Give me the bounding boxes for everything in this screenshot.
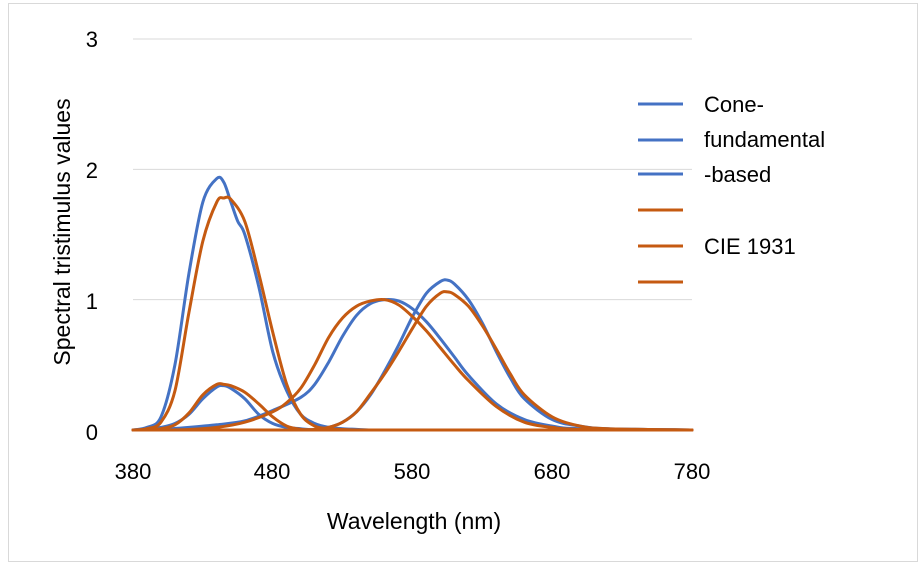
x-tick-label-380: 380 — [115, 459, 152, 484]
y-tick-label-1: 1 — [86, 289, 98, 314]
legend-label-line-3: -based — [704, 162, 771, 187]
x-tick-label-480: 480 — [254, 459, 291, 484]
series-line-cie-1931-5 — [131, 195, 694, 432]
legend: Cone- fundamental -based CIE 1931 — [638, 92, 825, 284]
legend-label-line-5: CIE 1931 — [704, 234, 796, 259]
x-tick-label-780: 780 — [674, 459, 711, 484]
series-layer — [131, 175, 694, 432]
series-line-cie-1931-4 — [131, 382, 694, 432]
x-tick-label-580: 580 — [394, 459, 431, 484]
x-axis-title: Wavelength (nm) — [327, 508, 501, 534]
legend-label-line-1: Cone- — [704, 92, 764, 117]
legend-label-line-2: fundamental — [704, 127, 825, 152]
chart-frame — [8, 3, 918, 562]
x-tick-label-680: 680 — [534, 459, 571, 484]
y-tick-label-2: 2 — [86, 158, 98, 183]
series-line-cie-1931-6 — [131, 297, 694, 432]
series-line-cone-fundamental-based-3 — [131, 278, 694, 432]
y-axis-title: Spectral tristimulus values — [49, 98, 75, 365]
series-line-cie-1931-7 — [131, 290, 694, 432]
y-tick-label-3: 3 — [86, 27, 98, 52]
y-tick-label-0: 0 — [86, 420, 98, 445]
series-line-cone-fundamental-based-1 — [131, 175, 694, 432]
gridlines — [133, 38, 692, 431]
